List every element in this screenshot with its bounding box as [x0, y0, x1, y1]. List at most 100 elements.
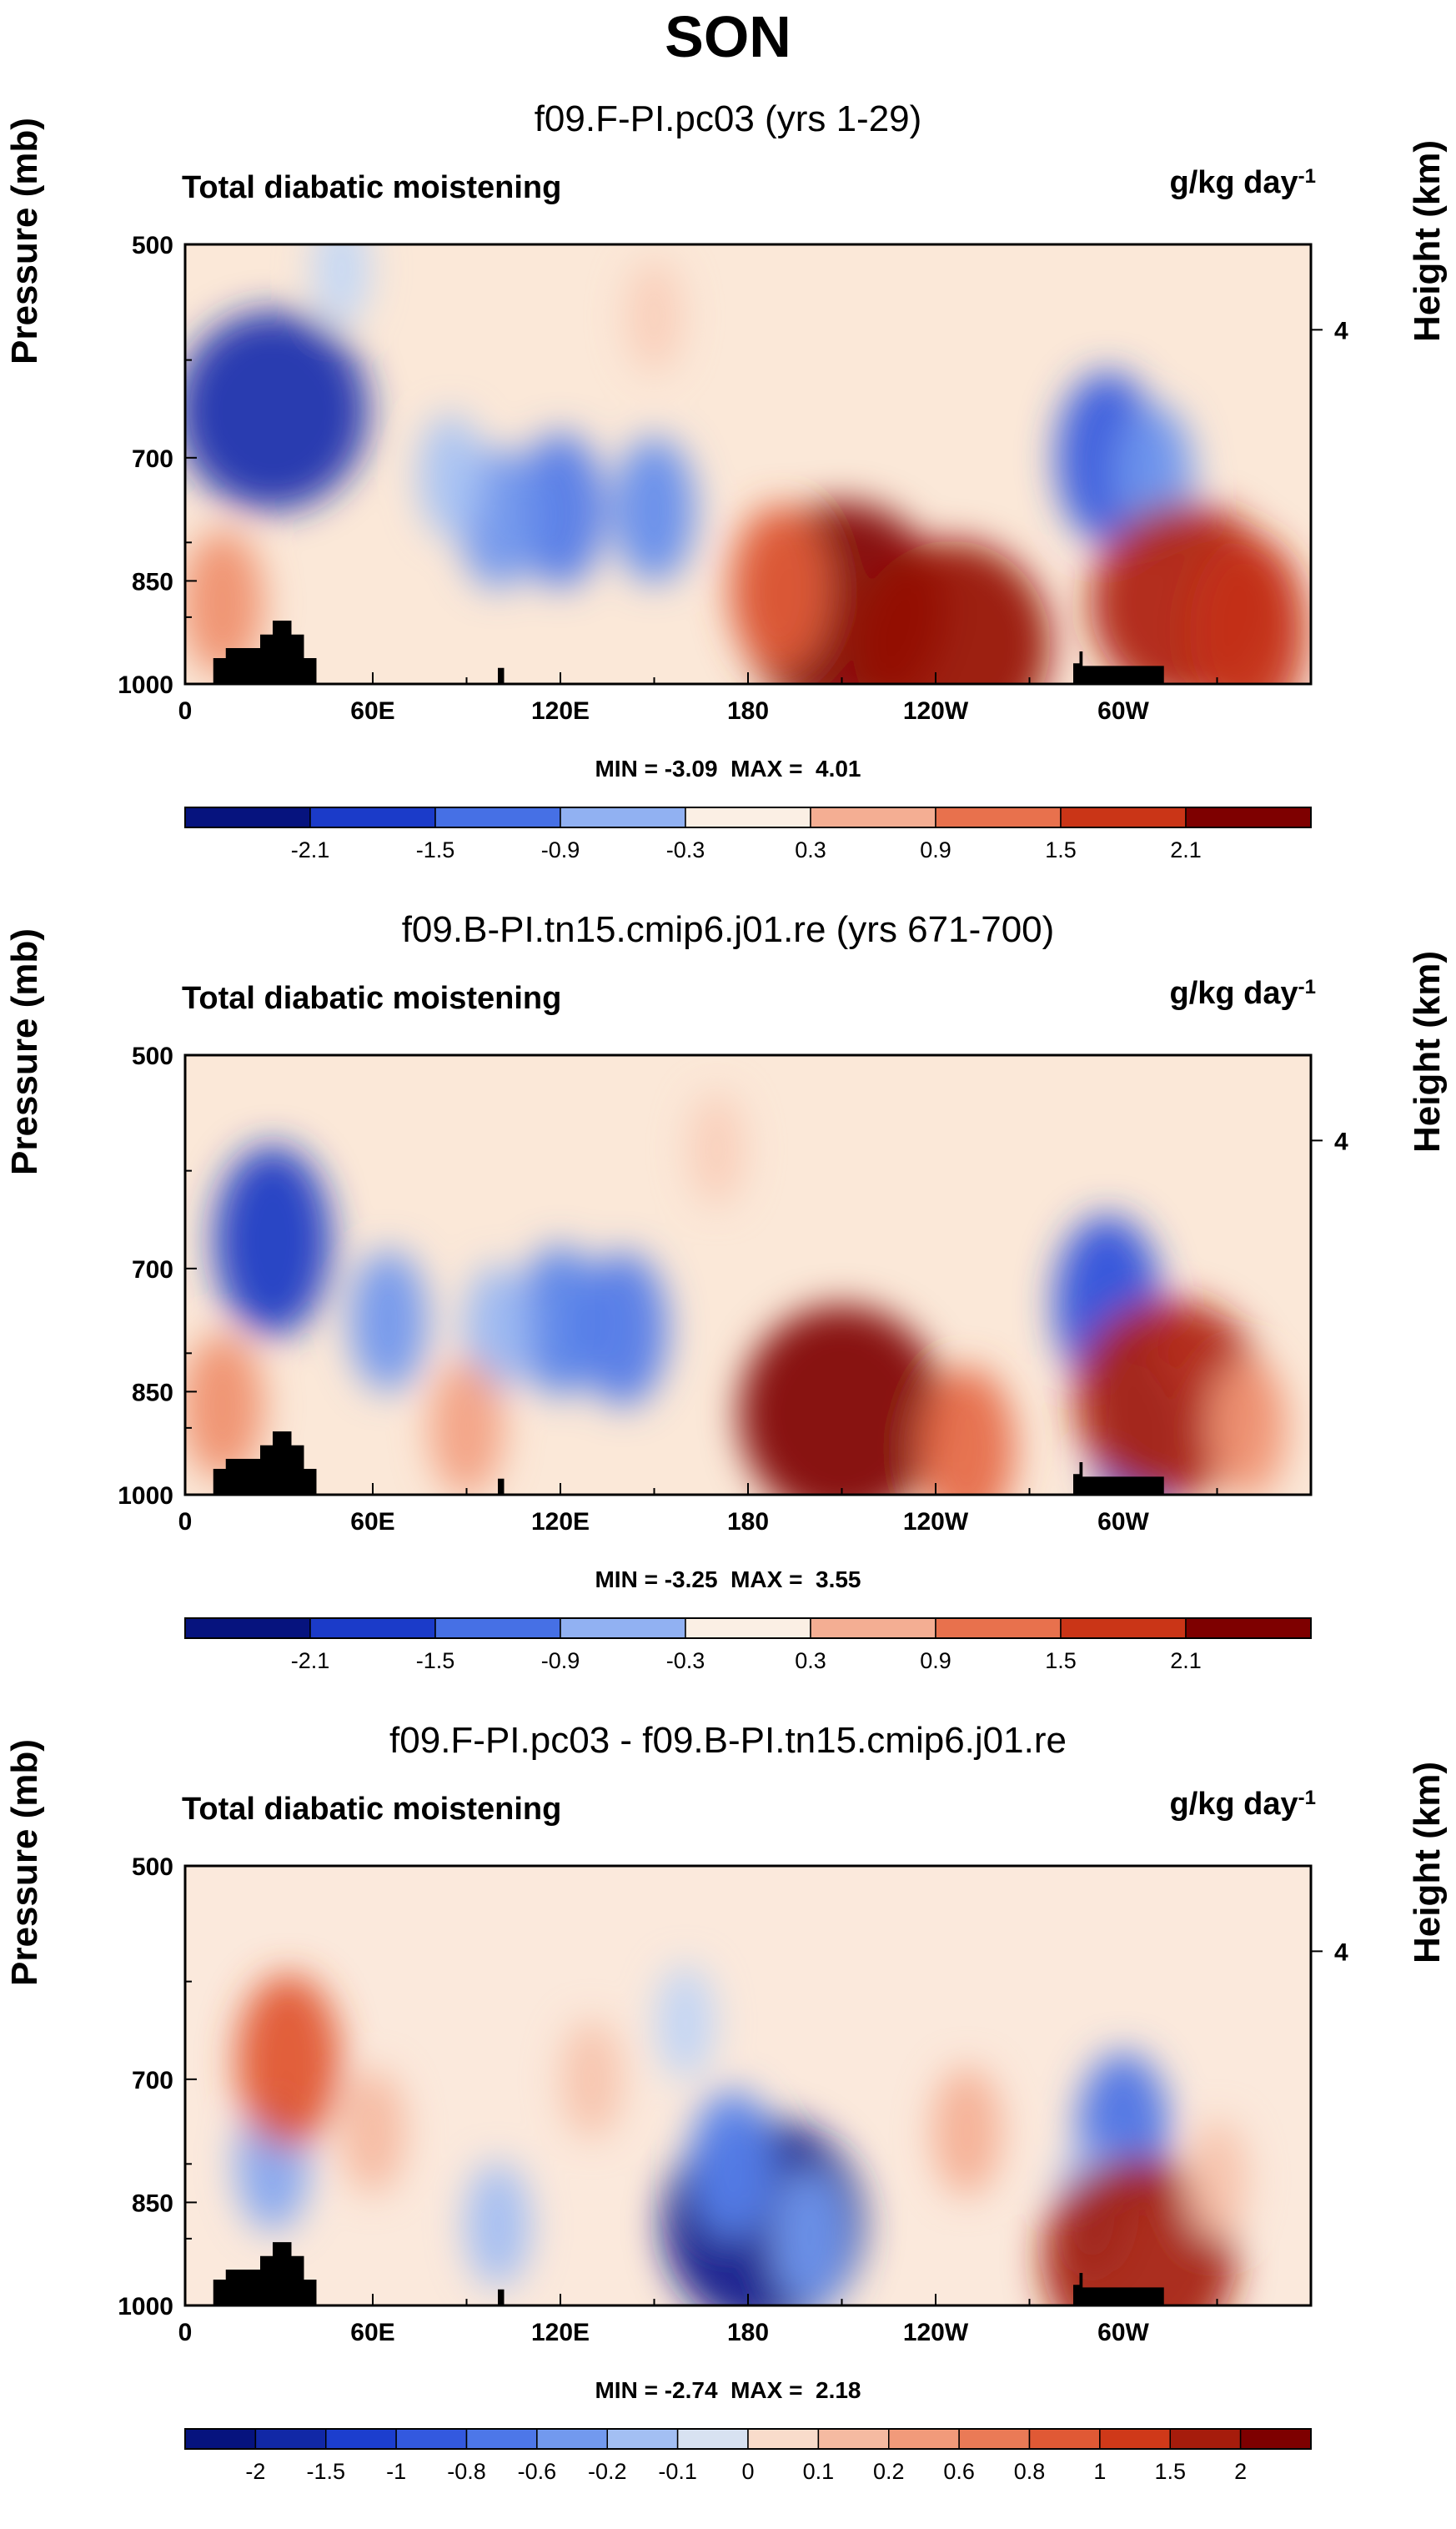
x-tick-label: 180 [727, 697, 769, 725]
colorbar-box [935, 807, 1062, 828]
panel-title: f09.B-PI.tn15.cmip6.j01.re (yrs 671-700) [401, 909, 1055, 950]
field-feature [918, 1367, 1016, 1495]
colorbar-frame [184, 2428, 1312, 2450]
colorbar-box [309, 1617, 436, 1639]
colorbar-box [1185, 807, 1312, 828]
field-feature [560, 2019, 623, 2139]
y-tick-label: 500 [132, 1043, 173, 1070]
y-tick-label: 850 [132, 568, 173, 596]
colorbar-box [395, 2428, 468, 2450]
x-tick-label: 0 [178, 2319, 193, 2346]
colorbar-label: 1 [1093, 2459, 1106, 2484]
colorbar-box [685, 1617, 811, 1639]
x-tick-label: 120E [531, 2319, 590, 2346]
colorbar-label: 1.5 [1045, 837, 1077, 862]
colorbar-label: -1.5 [306, 2459, 345, 2484]
x-tick-label: 120E [531, 1508, 590, 1536]
field-feature [1208, 1357, 1288, 1495]
units-text: g/kg day [1169, 1787, 1298, 1822]
colorbar-box [685, 807, 811, 828]
colorbar-box [606, 2428, 679, 2450]
colorbar-box [560, 1617, 686, 1639]
min-max-label: MIN = -3.09 MAX = 4.01 [595, 756, 861, 782]
x-tick-label: 120E [531, 697, 590, 725]
colorbar-label: 0.6 [943, 2459, 975, 2484]
field-feature [236, 1974, 341, 2148]
y-tick-label: 700 [132, 445, 173, 473]
colorbar-box [1169, 2428, 1242, 2450]
colorbar-box [1099, 2428, 1171, 2450]
field-feature [729, 504, 830, 672]
main-title: SON [665, 4, 791, 69]
units-text: g/kg day [1169, 165, 1298, 200]
contour-plot: 500 700 850 1000 4 0 60E 120E 180 120W 60W -2 -1.5 -1… [118, 1853, 1348, 2484]
field-feature [464, 1265, 532, 1393]
left-string: Total diabatic moistening [182, 1792, 562, 1827]
colorbar-label: 0.8 [1014, 2459, 1046, 2484]
field-feature [656, 1964, 715, 2080]
x-tick-label: 60E [350, 2319, 394, 2346]
units-text: g/kg day [1169, 976, 1298, 1011]
colorbar-label: 0.3 [795, 1648, 826, 1673]
terrain-africa [213, 2242, 317, 2305]
y-tick-label: 1000 [118, 2293, 173, 2320]
field-feature [213, 1145, 332, 1336]
colorbar-box [935, 1617, 1062, 1639]
colorbar-box [810, 1617, 936, 1639]
field-feature [1189, 535, 1308, 684]
x-tick-label: 60W [1097, 1508, 1149, 1536]
colorbar-label: -0.1 [658, 2459, 697, 2484]
y-tick-label: 700 [132, 1256, 173, 1284]
terrain-south-america [1073, 2273, 1164, 2305]
colorbar-box [676, 2428, 749, 2450]
colorbar-frame [184, 1617, 1312, 1639]
colorbar-box [1185, 1617, 1312, 1639]
field-feature [429, 1360, 505, 1495]
x-tick-label: 180 [727, 1508, 769, 1536]
colorbar-box [184, 807, 311, 828]
y-tick-label: 850 [132, 1379, 173, 1406]
units-exponent: -1 [1298, 165, 1316, 188]
colorbar-box [958, 2428, 1031, 2450]
colorbar-label: -0.3 [666, 837, 705, 862]
field-feature [339, 2069, 406, 2194]
colorbar-label: 0.2 [873, 2459, 905, 2484]
colorbar-box [184, 1617, 311, 1639]
colorbar-box [434, 807, 561, 828]
min-max-label: MIN = -2.74 MAX = 2.18 [595, 2377, 861, 2403]
y-right-tick-label: 4 [1334, 317, 1348, 344]
terrain-sumatra [498, 2289, 505, 2305]
colorbar-box [325, 2428, 397, 2450]
colorbar-box [560, 807, 686, 828]
field-feature [464, 2162, 531, 2287]
terrain-africa [213, 621, 317, 684]
y-tick-label: 700 [132, 2067, 173, 2094]
x-tick-label: 60E [350, 1508, 394, 1536]
colorbar-box [1060, 1617, 1187, 1639]
x-tick-label: 0 [178, 697, 193, 725]
colorbar-label: -0.6 [518, 2459, 557, 2484]
colorbar-label: -1.5 [416, 1648, 455, 1673]
colorbar-label: -0.3 [666, 1648, 705, 1673]
colorbar-box [536, 2428, 608, 2450]
field-feature [1186, 2119, 1248, 2240]
colorbar-label: 2 [1234, 2459, 1247, 2484]
colorbar-box [309, 807, 436, 828]
colorbar-label: -1.5 [416, 837, 455, 862]
colorbar-box [184, 2428, 257, 2450]
field-feature [771, 2169, 850, 2305]
terrain-south-america [1073, 651, 1164, 684]
field-blobs [185, 1092, 1288, 1495]
field-feature [690, 2089, 776, 2239]
field-feature [313, 244, 370, 326]
topography [213, 2242, 1164, 2305]
field-feature [931, 2066, 1002, 2196]
x-tick-label: 120W [903, 697, 969, 725]
field-feature [739, 1305, 945, 1495]
colorbar-box [254, 2428, 327, 2450]
field-feature [185, 1334, 264, 1480]
colorbar-box [810, 807, 936, 828]
contour-plot: 500 700 850 1000 4 0 60E 120E 180 120W 60W -2.1 -1.5… [118, 232, 1348, 862]
topography [213, 621, 1164, 684]
colorbar-frame [184, 807, 1312, 828]
